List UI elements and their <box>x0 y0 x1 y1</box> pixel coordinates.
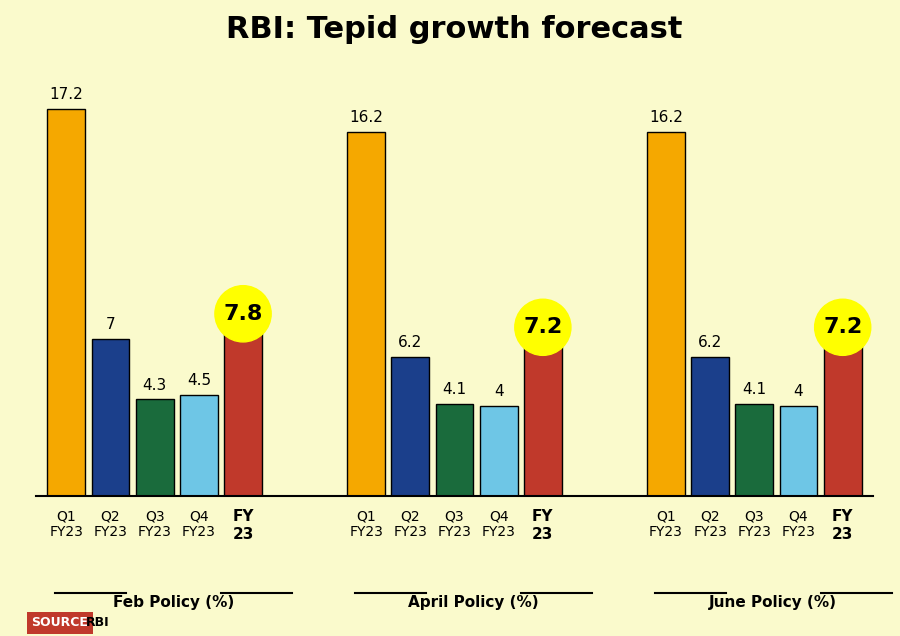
Bar <box>347 132 385 496</box>
Text: RBI: RBI <box>86 616 109 630</box>
Title: RBI: Tepid growth forecast: RBI: Tepid growth forecast <box>226 15 683 44</box>
Text: 4: 4 <box>794 384 804 399</box>
Bar <box>647 132 685 496</box>
Text: 4.3: 4.3 <box>142 378 166 392</box>
Text: 4.1: 4.1 <box>742 382 767 397</box>
Text: 4.1: 4.1 <box>443 382 466 397</box>
Bar <box>392 357 429 496</box>
Bar <box>691 357 729 496</box>
Bar <box>735 404 773 496</box>
Bar <box>779 406 817 496</box>
Bar <box>524 334 562 496</box>
Bar <box>824 334 861 496</box>
Text: 7.8: 7.8 <box>223 304 263 324</box>
Text: Feb Policy (%): Feb Policy (%) <box>113 595 234 610</box>
Text: 16.2: 16.2 <box>349 110 383 125</box>
Text: April Policy (%): April Policy (%) <box>408 595 539 610</box>
Text: 16.2: 16.2 <box>649 110 683 125</box>
Text: June Policy (%): June Policy (%) <box>709 595 837 610</box>
Bar <box>480 406 518 496</box>
Bar <box>136 399 174 496</box>
Bar <box>92 338 130 496</box>
Text: 17.2: 17.2 <box>50 87 83 102</box>
Text: 7: 7 <box>105 317 115 332</box>
Text: 4.5: 4.5 <box>187 373 211 388</box>
Text: SOURCE: SOURCE <box>32 616 88 630</box>
Text: 7.2: 7.2 <box>824 317 862 337</box>
Text: 7.2: 7.2 <box>523 317 562 337</box>
Text: 6.2: 6.2 <box>398 335 422 350</box>
Bar <box>224 321 262 496</box>
Bar <box>48 109 86 496</box>
Bar <box>180 395 218 496</box>
Bar <box>436 404 473 496</box>
Text: 4: 4 <box>494 384 503 399</box>
Text: 6.2: 6.2 <box>698 335 723 350</box>
